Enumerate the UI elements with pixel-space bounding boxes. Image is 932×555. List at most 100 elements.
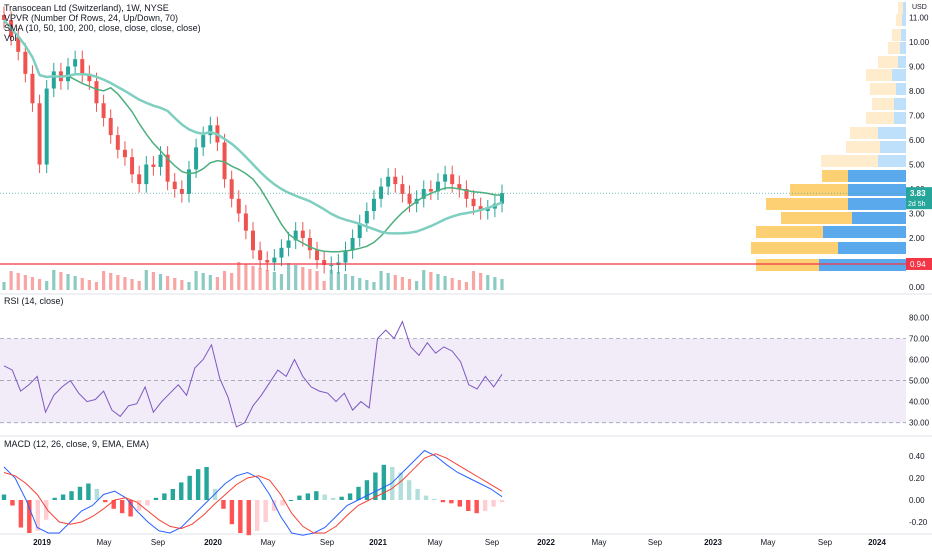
macd-histogram-bar — [60, 494, 66, 500]
volume-bar — [286, 263, 291, 290]
candle-body — [66, 66, 71, 82]
candle-body — [464, 189, 469, 199]
rsi-title[interactable]: RSI (14, close) — [4, 296, 64, 306]
macd-title[interactable]: MACD (12, 26, close, 9, EMA, EMA) — [4, 439, 150, 449]
volume-bar — [265, 270, 269, 290]
volume-bar — [457, 280, 461, 290]
candle-body — [23, 51, 28, 74]
candle-body — [357, 223, 362, 238]
vpvr-row-down — [870, 83, 896, 95]
macd-line — [3, 453, 503, 534]
volume-bar — [358, 278, 362, 290]
volume-bar — [251, 266, 255, 290]
price-axis-tick: 6.00 — [909, 136, 925, 145]
macd-histogram-bar — [440, 500, 446, 503]
volume-bar — [379, 271, 383, 290]
vpvr-row-down — [751, 242, 838, 254]
candle-body — [293, 230, 298, 241]
macd-histogram-bar — [246, 500, 251, 536]
time-axis-tick: May — [260, 538, 275, 547]
macd-histogram-bar — [94, 489, 100, 500]
macd-axis-tick: 0.20 — [909, 474, 925, 483]
indicator-vpvr[interactable]: VPVR (Number Of Rows, 24, Up/Down, 70) — [4, 13, 179, 23]
time-axis-tick: Sep — [648, 538, 663, 547]
volume-bar — [73, 276, 77, 290]
candle-body — [73, 59, 78, 67]
candle-body — [393, 176, 398, 185]
vpvr-row-down — [781, 212, 852, 224]
volume-bar — [500, 279, 504, 290]
time-axis-tick: Sep — [151, 538, 166, 547]
volume-bar — [422, 270, 426, 290]
macd-histogram-bar — [145, 500, 150, 506]
volume-bar — [372, 282, 376, 290]
macd-histogram-bar — [322, 494, 327, 500]
volume-bar — [144, 270, 148, 290]
volume-bar — [116, 275, 120, 290]
price-axis-tick: 2.00 — [909, 234, 925, 243]
sma-line — [3, 19, 503, 235]
candle-body — [485, 208, 490, 212]
price-axis-tick: 5.00 — [909, 161, 925, 170]
rsi-axis-tick: 60.00 — [909, 356, 930, 365]
macd-histogram-bar — [27, 500, 32, 533]
chart-title: Transocean Ltd (Switzerland), 1W, NYSE — [4, 3, 169, 13]
volume-bar — [407, 279, 412, 290]
indicator-sma[interactable]: SMA (10, 50, 100, 200, close, close, clo… — [4, 23, 201, 33]
price-axis-tick: 3.00 — [909, 210, 925, 219]
macd-histogram-bar — [77, 486, 83, 500]
candle-body — [115, 135, 120, 150]
macd-histogram-bar — [195, 469, 201, 500]
candle-body — [144, 164, 149, 185]
volume-bar — [208, 275, 212, 290]
volume-bar — [215, 277, 220, 290]
candle-body — [236, 198, 241, 214]
macd-histogram-bar — [466, 500, 471, 511]
candle-body — [471, 198, 476, 207]
candle-body — [457, 184, 462, 189]
volume-bar — [109, 273, 113, 290]
macd-histogram-bar — [423, 495, 429, 500]
volume-bar — [336, 272, 340, 290]
rsi-axis-tick: 30.00 — [909, 419, 930, 428]
macd-histogram-bar — [406, 480, 412, 500]
volume-bar — [37, 279, 42, 290]
candle-body — [450, 174, 455, 185]
candle-body — [435, 181, 440, 192]
time-axis-tick: 2020 — [204, 538, 222, 547]
time-axis-tick: 2022 — [537, 538, 555, 547]
candle-body — [101, 103, 106, 118]
time-axis-tick: 2019 — [33, 538, 51, 547]
vpvr-row-down — [898, 2, 903, 14]
volume-bar — [493, 277, 497, 290]
vpvr-row-up — [848, 198, 906, 210]
candle-body — [386, 176, 391, 187]
candle-body — [443, 174, 448, 182]
time-axis-tick: 2021 — [369, 538, 387, 547]
volume-bar — [2, 282, 6, 290]
time-axis-tick: May — [760, 538, 775, 547]
volume-bar — [201, 273, 205, 290]
volume-bar — [343, 274, 348, 290]
macd-histogram-bar — [330, 497, 336, 500]
macd-histogram-bar — [18, 500, 24, 528]
candle-body — [286, 240, 291, 248]
volume-bar — [244, 264, 248, 290]
countdown-label: 2d 5h — [908, 201, 926, 208]
vpvr-row-down — [756, 226, 823, 238]
vpvr-row-up — [819, 259, 906, 271]
volume-bar — [30, 277, 35, 290]
volume-bar — [52, 270, 56, 290]
candle-body — [329, 264, 334, 266]
volume-bar — [180, 280, 184, 290]
macd-histogram-bar — [52, 497, 57, 500]
indicator-vol[interactable]: Vol — [4, 33, 17, 43]
vpvr-row-up — [878, 127, 906, 139]
candle-body — [222, 142, 227, 180]
volume-bar — [308, 269, 312, 290]
volume-bar — [351, 276, 355, 290]
rsi-axis-tick: 50.00 — [909, 377, 930, 386]
volume-bar — [393, 275, 397, 290]
macd-histogram-bar — [162, 493, 167, 500]
